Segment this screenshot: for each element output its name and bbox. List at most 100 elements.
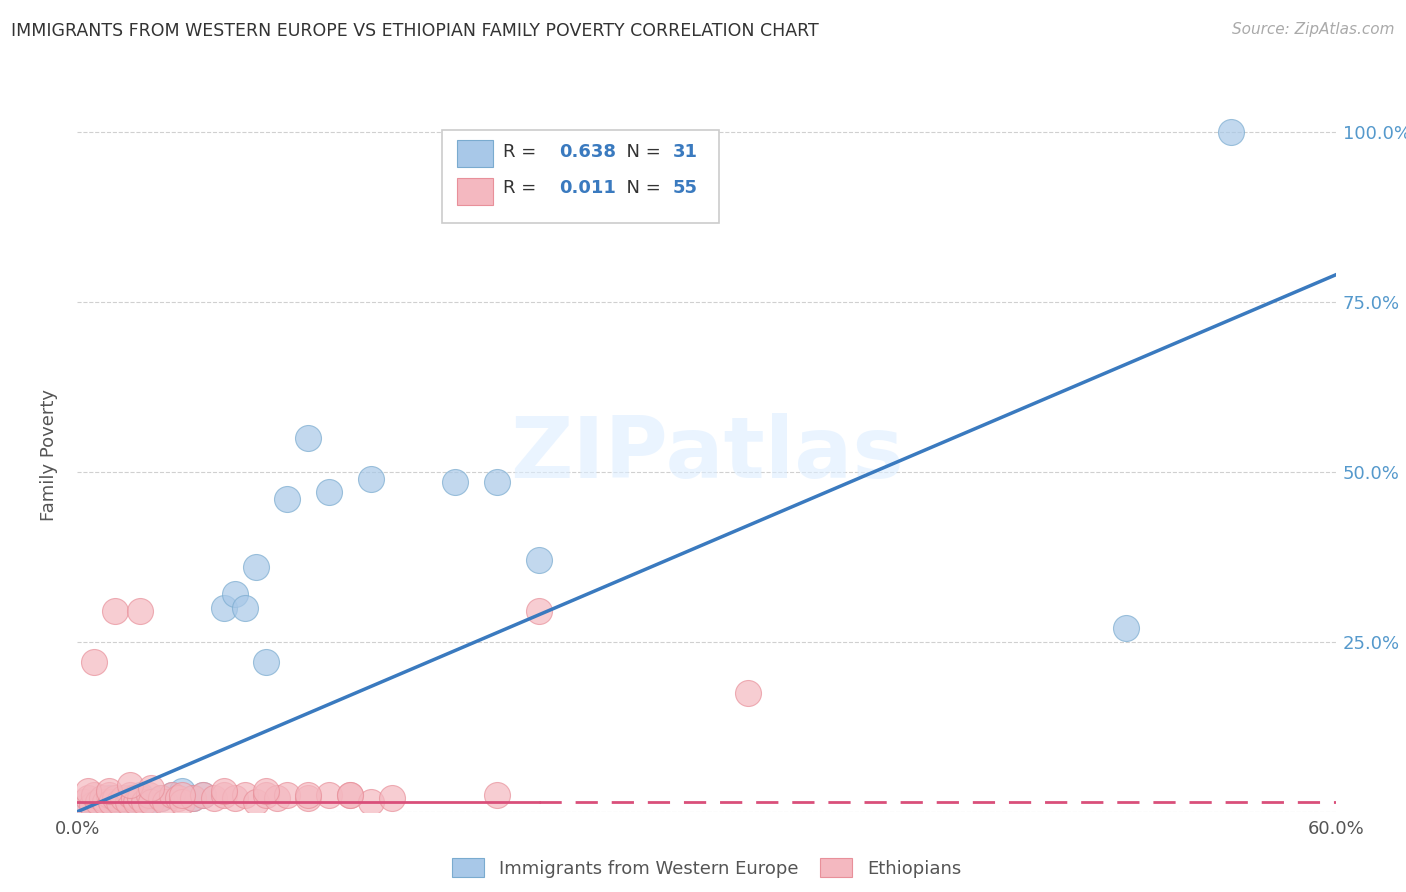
Point xyxy=(83,655,105,669)
Point xyxy=(318,788,340,802)
Point xyxy=(202,791,225,805)
Point xyxy=(172,784,194,798)
Point xyxy=(318,485,340,500)
Point xyxy=(485,788,508,802)
Point xyxy=(108,795,131,809)
Point xyxy=(118,791,141,805)
Point xyxy=(138,788,160,802)
Text: N =: N = xyxy=(614,178,666,197)
Point xyxy=(444,475,467,489)
Point xyxy=(1219,125,1241,139)
Point xyxy=(181,791,204,805)
Point xyxy=(100,795,122,809)
Point xyxy=(485,475,508,489)
Point xyxy=(266,791,288,805)
Point xyxy=(76,791,98,805)
Point xyxy=(254,655,277,669)
Point xyxy=(172,795,194,809)
Text: 55: 55 xyxy=(672,178,697,197)
Point xyxy=(233,600,256,615)
Point xyxy=(191,788,215,802)
Point xyxy=(167,791,190,805)
FancyBboxPatch shape xyxy=(457,178,492,205)
Point xyxy=(381,791,404,805)
Point xyxy=(139,795,162,809)
Point xyxy=(139,795,162,809)
Legend: Immigrants from Western Europe, Ethiopians: Immigrants from Western Europe, Ethiopia… xyxy=(444,850,969,885)
Point xyxy=(87,795,110,809)
Text: R =: R = xyxy=(503,178,541,197)
Point xyxy=(97,784,120,798)
Point xyxy=(224,587,246,601)
Point xyxy=(104,791,127,805)
Point xyxy=(245,795,267,809)
Point xyxy=(297,791,319,805)
FancyBboxPatch shape xyxy=(443,130,718,223)
Point xyxy=(297,788,319,802)
Point xyxy=(191,788,215,802)
Point xyxy=(104,797,127,812)
Point xyxy=(245,560,267,574)
Point xyxy=(339,788,361,802)
Point xyxy=(125,795,148,809)
Point xyxy=(254,784,277,798)
Point xyxy=(112,797,135,812)
Point xyxy=(104,604,127,618)
Point xyxy=(76,784,98,798)
Point xyxy=(212,600,235,615)
Point xyxy=(155,795,177,809)
Point xyxy=(139,780,162,795)
Point xyxy=(91,799,114,814)
Point xyxy=(527,553,550,567)
Point xyxy=(527,604,550,618)
Text: ZIPatlas: ZIPatlas xyxy=(509,413,904,497)
Point xyxy=(172,788,194,802)
Point xyxy=(97,791,120,805)
Point xyxy=(360,795,382,809)
FancyBboxPatch shape xyxy=(457,140,492,168)
Point xyxy=(254,788,277,802)
Point xyxy=(93,795,115,809)
Point xyxy=(297,431,319,445)
Point xyxy=(212,784,235,798)
Point xyxy=(118,788,141,802)
Point xyxy=(108,795,131,809)
Point xyxy=(122,791,145,805)
Point xyxy=(224,791,246,805)
Point xyxy=(212,788,235,802)
Point xyxy=(72,795,94,809)
Point xyxy=(181,791,204,805)
Point xyxy=(129,788,152,802)
Point xyxy=(87,795,110,809)
Text: R =: R = xyxy=(503,143,541,161)
Point xyxy=(83,801,105,815)
Point xyxy=(150,791,173,805)
Point xyxy=(150,791,173,805)
Point xyxy=(80,797,103,812)
Point xyxy=(76,797,98,812)
Point xyxy=(112,791,135,805)
Point xyxy=(134,795,156,809)
Text: Source: ZipAtlas.com: Source: ZipAtlas.com xyxy=(1232,22,1395,37)
Point xyxy=(160,788,183,802)
Text: N =: N = xyxy=(614,143,666,161)
Point xyxy=(83,788,105,802)
Point xyxy=(117,795,139,809)
Point xyxy=(233,788,256,802)
Point xyxy=(737,686,759,700)
Text: 31: 31 xyxy=(672,143,697,161)
Y-axis label: Family Poverty: Family Poverty xyxy=(39,389,58,521)
Point xyxy=(339,788,361,802)
Point xyxy=(360,472,382,486)
Point xyxy=(118,778,141,792)
Point xyxy=(276,492,298,507)
Point xyxy=(1115,621,1137,635)
Text: 0.638: 0.638 xyxy=(560,143,616,161)
Point xyxy=(276,788,298,802)
Point xyxy=(97,788,120,802)
Point xyxy=(129,604,152,618)
Text: IMMIGRANTS FROM WESTERN EUROPE VS ETHIOPIAN FAMILY POVERTY CORRELATION CHART: IMMIGRANTS FROM WESTERN EUROPE VS ETHIOP… xyxy=(11,22,820,40)
Text: 0.011: 0.011 xyxy=(560,178,616,197)
Point xyxy=(125,795,148,809)
Point xyxy=(129,791,152,805)
